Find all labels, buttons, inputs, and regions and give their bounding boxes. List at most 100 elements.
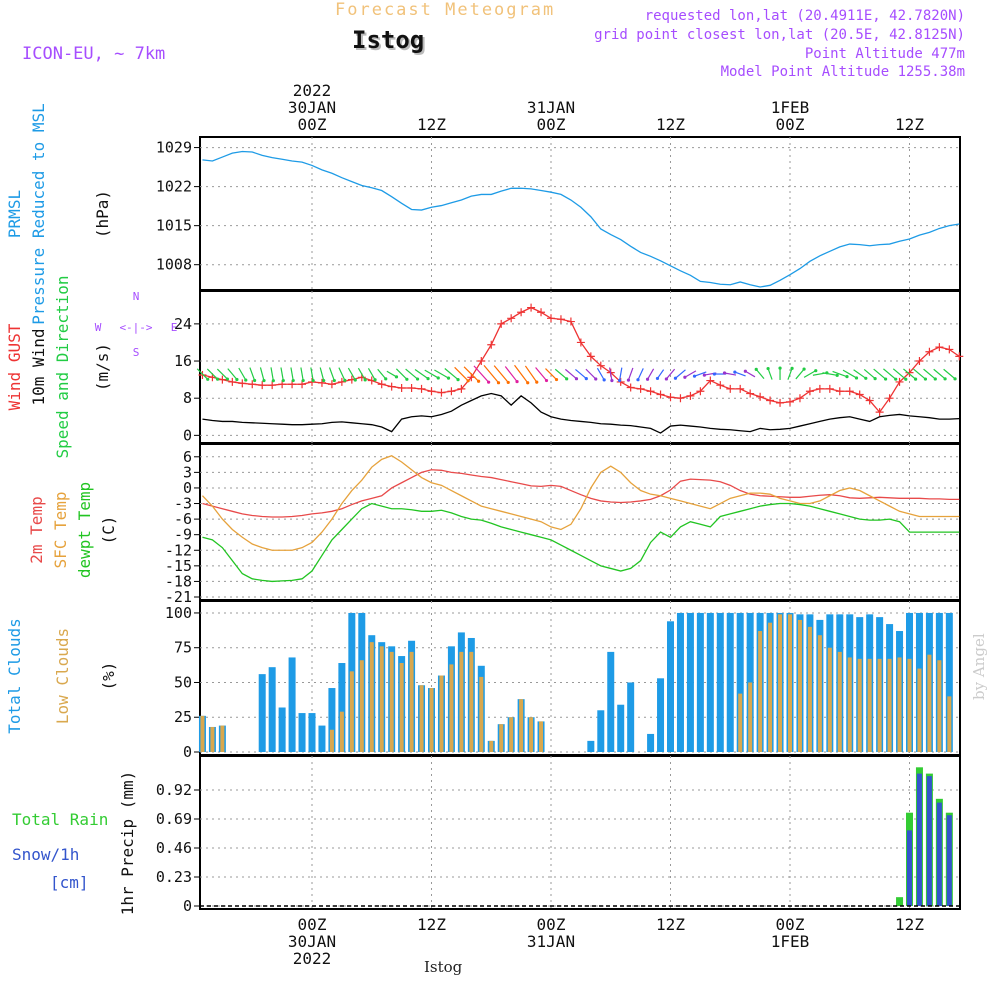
y-tick-label: 1008 (156, 256, 192, 274)
y-tick-label: 0.92 (156, 781, 192, 799)
bar-low-clouds (409, 651, 414, 752)
bar-low-clouds (339, 711, 344, 752)
wind-arrow-head (617, 378, 622, 383)
wind-direction-arrow (524, 365, 538, 383)
bottom-time-label: 30JAN (288, 932, 336, 951)
wind-arrow-head (913, 377, 918, 381)
wind-arrow-head (584, 377, 588, 381)
panel-clouds: 0 25 50 75 100 (165, 600, 961, 761)
wind-direction-arrow (386, 370, 397, 378)
bar-low-clouds (439, 675, 444, 752)
gust-point-marker (586, 352, 595, 361)
wind-direction-arrow (675, 369, 686, 379)
wind-arrow-head (496, 381, 501, 385)
y-tick-label: 25 (174, 708, 192, 726)
bar-snow (946, 815, 952, 906)
wind-arrow-head (923, 377, 928, 381)
y-tick-label: 1029 (156, 139, 192, 157)
gust-point-marker (716, 381, 725, 390)
gust-point-marker (377, 380, 386, 389)
y-tick-label: 75 (174, 639, 192, 657)
gust-point-marker (945, 345, 954, 354)
panel-frame (199, 290, 961, 444)
wind-direction-arrow (892, 368, 907, 380)
wind-arrow-head (322, 378, 326, 383)
wind-arrow-head (476, 379, 481, 383)
bar-total-clouds (627, 682, 635, 752)
wind-direction-arrow (414, 368, 429, 380)
bar-total-clouds (696, 612, 704, 752)
wind-arrow-head (363, 378, 367, 382)
pressure-label-prmsl: PRMSL (5, 190, 24, 238)
wind-direction-arrow (290, 367, 294, 381)
bar-total-clouds (676, 612, 684, 752)
wind-arrow-head (904, 377, 908, 381)
precip-label-snow: Snow/1h (12, 845, 79, 864)
wind-label-gust: Wind GUST (5, 323, 24, 410)
wind-direction-arrow (618, 367, 623, 381)
wind-direction-arrow (280, 367, 284, 381)
gust-point-marker (666, 393, 675, 402)
bar-low-clouds (837, 651, 842, 752)
model-altitude: Model Point Altitude 1255.38m (720, 64, 965, 80)
y-tick-label: -21 (165, 588, 192, 606)
panel-frame (199, 755, 961, 910)
wind-arrow-head (802, 367, 806, 371)
wind-arrow-head (655, 376, 660, 381)
series-line-sfc-temp (201, 455, 960, 551)
top-time-label: 12Z (656, 115, 685, 134)
bar-total-clouds (338, 663, 346, 752)
compass-arrows: <-|-> (119, 321, 152, 334)
location-title: Istog (352, 26, 425, 54)
wind-arrow-head (436, 376, 440, 380)
bar-total-clouds (587, 740, 595, 752)
wind-arrow-head (353, 378, 357, 382)
bar-low-clouds (827, 647, 832, 752)
wind-direction-arrow (873, 368, 886, 380)
wind-direction-arrow (473, 365, 490, 383)
y-tick-label: 0.46 (156, 839, 192, 857)
wind-direction-arrow (493, 365, 509, 383)
y-tick-label: 0 (183, 479, 192, 497)
bar-low-clouds (807, 626, 812, 752)
bottom-time-label: 12Z (417, 915, 446, 934)
gust-point-marker (845, 387, 854, 396)
wind-direction-arrow (596, 367, 605, 381)
gust-point-marker (427, 387, 436, 396)
wind-direction-arrow (405, 368, 418, 380)
bar-low-clouds (539, 721, 544, 752)
bar-low-clouds (937, 660, 942, 752)
wind-direction-arrow (238, 367, 247, 381)
bar-snow (907, 830, 912, 906)
wind-arrow-head (446, 376, 451, 380)
bar-low-clouds (369, 642, 374, 752)
clouds-unit: (%) (99, 662, 118, 691)
wind-label-10m: 10m Wind (29, 328, 48, 405)
gust-point-marker (626, 383, 635, 392)
bar-total-clouds (308, 713, 316, 752)
wind-arrow-head (466, 379, 470, 383)
temp-unit: (C) (99, 516, 118, 545)
temp-label-2m: 2m Temp (27, 496, 46, 563)
wind-arrow-head (790, 366, 794, 370)
precip-label-cm: [cm] (50, 873, 89, 892)
bar-low-clouds (329, 729, 334, 752)
wind-direction-arrow (434, 369, 449, 379)
wind-direction-arrow (424, 369, 439, 379)
wind-unit: (m/s) (93, 343, 112, 391)
gust-point-marker (636, 384, 645, 393)
wind-arrow-head (415, 377, 420, 381)
footer-location: Istog (424, 958, 463, 976)
wind-direction-arrow (463, 366, 480, 382)
bar-low-clouds (788, 614, 792, 752)
gust-point-marker (805, 387, 814, 396)
top-time-label: 00Z (776, 115, 805, 134)
wind-direction-arrow (585, 368, 597, 380)
wind-arrow-head (845, 375, 849, 379)
wind-arrow-head (884, 377, 888, 381)
bar-low-clouds (738, 693, 743, 752)
wind-arrow-head (673, 376, 678, 380)
bar-low-clouds (887, 658, 892, 752)
y-tick-label: 3 (183, 463, 192, 481)
wind-arrow-head (574, 377, 579, 381)
